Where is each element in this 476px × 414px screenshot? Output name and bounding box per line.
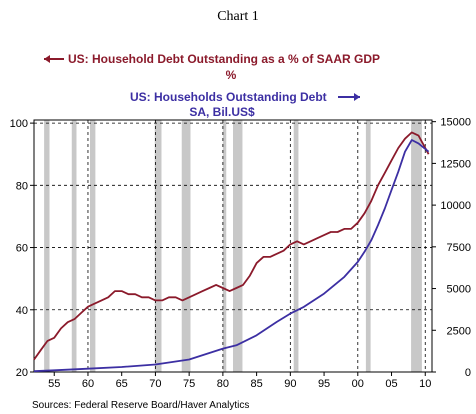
- legend: US: Household Debt Outstanding as a % of…: [44, 52, 380, 119]
- left-y-tick-label-1: 40: [16, 305, 28, 317]
- recession-band-6: [233, 120, 243, 372]
- recession-band-2: [89, 120, 96, 372]
- recession-band-9: [411, 120, 422, 372]
- recession-band-7: [293, 120, 299, 372]
- x-tick-label-4: 75: [183, 378, 195, 390]
- recession-band-0: [44, 120, 50, 372]
- series-line-0: [33, 131, 430, 361]
- x-tick-label-5: 80: [217, 378, 229, 390]
- right-y-tick-label-5: 12500: [440, 158, 471, 170]
- x-tick-label-9: 00: [352, 378, 364, 390]
- x-tick-label-10: 05: [385, 378, 397, 390]
- left-y-tick-label-0: 20: [16, 367, 28, 379]
- x-tick-label-7: 90: [284, 378, 296, 390]
- right-y-tick-label-6: 15000: [440, 117, 471, 129]
- source-note: Sources: Federal Reserve Board/Haver Ana…: [32, 400, 249, 411]
- right-y-tick-label-4: 10000: [440, 200, 471, 212]
- recession-band-4: [181, 120, 191, 372]
- right-y-tick-label-3: 7500: [447, 242, 471, 254]
- recession-band-5: [222, 120, 227, 372]
- right-y-axis: 0 2500 5000 7500 10000 12500 15000: [432, 117, 471, 379]
- x-tick-label-3: 70: [149, 378, 161, 390]
- plot-frame: [33, 119, 433, 373]
- chart-title: Chart 1: [217, 9, 259, 24]
- legend-label-household-debt-pct-gdp: US: Household Debt Outstanding as a % of…: [68, 52, 380, 66]
- left-y-tick-label-2: 60: [16, 243, 28, 255]
- right-y-tick-label-0: 0: [465, 367, 471, 379]
- x-tick-label-1: 60: [82, 378, 94, 390]
- left-y-axis: 20 40 60 80 100: [10, 118, 34, 379]
- recession-band-3: [154, 120, 162, 372]
- legend-label-household-debt-pct-gdp-unit: %: [226, 68, 237, 82]
- legend-label-household-outstanding-debt-unit: SA, Bil.US$: [189, 105, 255, 119]
- x-tick-label-11: 10: [419, 378, 431, 390]
- x-axis: 55 60 65 70 75 80 85 90 95 00 05 10: [48, 372, 431, 390]
- left-y-tick-label-3: 80: [16, 180, 28, 192]
- x-tick-label-2: 65: [116, 378, 128, 390]
- legend-label-household-outstanding-debt: US: Households Outstanding Debt: [130, 90, 327, 104]
- right-y-tick-label-1: 2500: [447, 325, 471, 337]
- left-y-tick-label-4: 100: [10, 118, 28, 130]
- x-tick-label-0: 55: [48, 378, 60, 390]
- x-tick-label-8: 95: [318, 378, 330, 390]
- recession-band-1: [71, 120, 77, 372]
- series-line-1: [33, 139, 430, 373]
- legend-item-household-outstanding-debt: US: Households Outstanding Debt SA, Bil.…: [130, 90, 360, 119]
- x-tick-label-6: 85: [250, 378, 262, 390]
- right-y-tick-label-2: 5000: [447, 284, 471, 296]
- plot-area: [33, 119, 433, 373]
- legend-item-household-debt-pct-gdp: US: Household Debt Outstanding as a % of…: [44, 52, 380, 82]
